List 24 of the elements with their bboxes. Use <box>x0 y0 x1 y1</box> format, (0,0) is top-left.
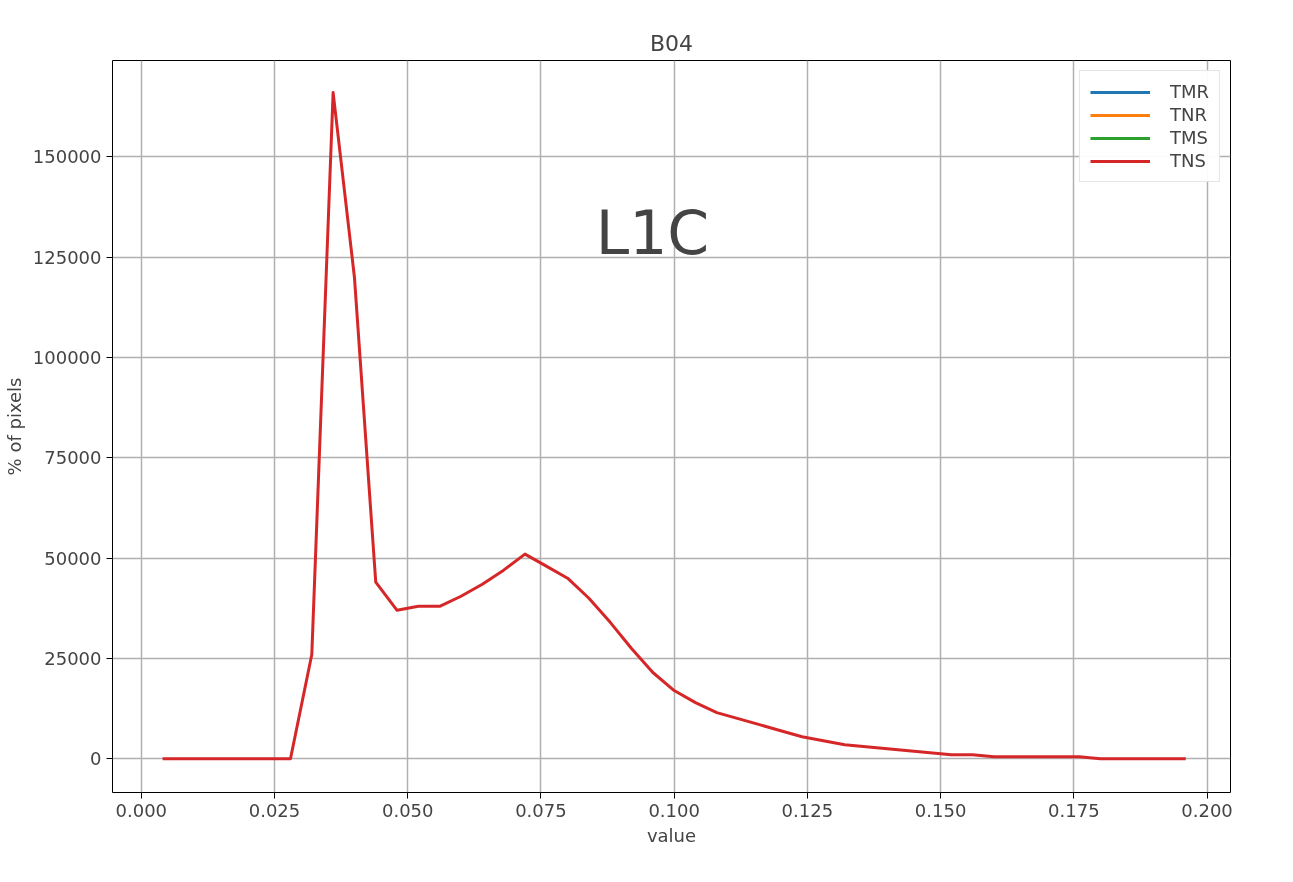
x-tick-label: 0.200 <box>1181 799 1233 821</box>
y-tick-label: 50000 <box>44 547 102 569</box>
legend-label: TMR <box>1169 81 1209 102</box>
y-tick-label: 100000 <box>32 346 102 368</box>
annotation: L1C <box>595 197 710 268</box>
chart-title: B04 <box>649 30 694 56</box>
y-tick-label: 25000 <box>44 647 102 669</box>
x-tick-label: 0.025 <box>248 799 301 821</box>
y-axis-title: % of pixels <box>3 377 25 476</box>
legend-label: TMS <box>1169 127 1208 148</box>
x-tick-label: 0.150 <box>914 799 967 821</box>
x-tick-label: 0.000 <box>115 799 168 821</box>
x-tick-label: 0.100 <box>648 799 700 821</box>
y-tick-label: 75000 <box>44 447 102 469</box>
x-tick-label: 0.050 <box>381 799 434 821</box>
y-tick-label: 0 <box>90 748 102 770</box>
x-tick-label: 0.125 <box>781 799 834 821</box>
legend-label: TNR <box>1169 104 1207 125</box>
y-tick-label: 150000 <box>32 146 102 168</box>
legend-label: TNS <box>1169 150 1206 171</box>
x-axis-title: value <box>646 824 697 846</box>
x-tick-label: 0.175 <box>1048 799 1100 821</box>
x-tick-label: 0.075 <box>515 799 567 821</box>
y-tick-label: 125000 <box>32 246 102 268</box>
